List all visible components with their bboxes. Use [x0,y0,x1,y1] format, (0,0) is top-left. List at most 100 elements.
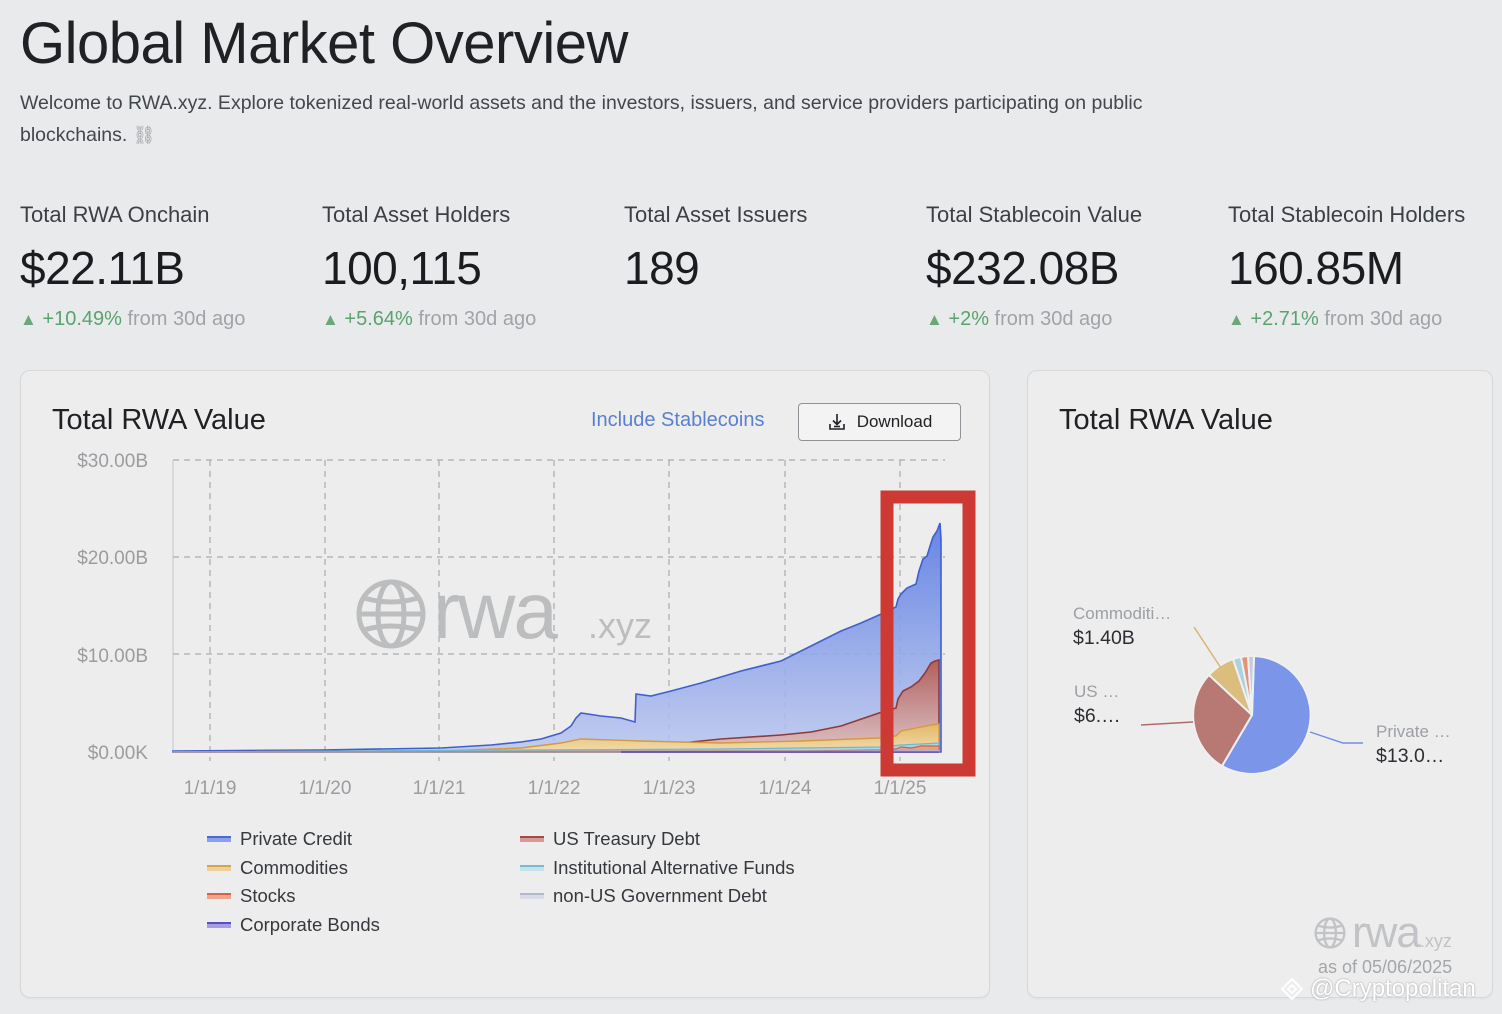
change-suffix: from 30d ago [127,308,246,330]
chain-link-icon: ⛓ [132,125,156,145]
globe-icon [1314,917,1346,949]
highlight-box [880,490,976,777]
stat-total-rwa-onchain: Total RWA Onchain $22.11B ▲ +10.49% from… [20,200,310,331]
change-suffix: from 30d ago [1324,308,1443,330]
pie-chart[interactable] [1028,371,1494,999]
stat-label: Total Stablecoin Holders [1228,202,1466,227]
up-arrow-icon: ▲ [20,310,37,329]
legend-label: Commodities [240,857,348,878]
intro-text-body: Welcome to RWA.xyz. Explore tokenized re… [20,92,1143,146]
credit-text: @Cryptopolitan [1310,975,1476,1002]
stat-total-asset-holders: Total Asset Holders 100,115 ▲ +5.64% fro… [322,200,612,331]
stat-total-stablecoin-value: Total Stablecoin Value $232.08B ▲ +2% fr… [926,200,1216,331]
stat-value: 100,115 [322,242,482,294]
x-axis: 1/1/19 1/1/20 1/1/21 1/1/22 1/1/23 1/1/2… [184,778,927,799]
svg-text:1/1/24: 1/1/24 [759,778,812,799]
stat-value: $22.11B [20,242,185,294]
leader-line-us-treasury [1140,721,1194,726]
legend-item-institutional-alternative-funds[interactable]: Institutional Alternative Funds [520,857,795,879]
stat-total-stablecoin-holders: Total Stablecoin Holders 160.85M ▲ +2.71… [1228,200,1502,331]
legend-label: US Treasury Debt [553,828,701,849]
diamond-logo-icon [1280,977,1304,1001]
stat-label: Total Asset Issuers [624,202,808,227]
pie-label-commodities-value: $1.40B [1073,627,1135,649]
legend-item-stocks[interactable]: Stocks [207,885,296,907]
legend-item-corporate-bonds[interactable]: Corporate Bonds [207,914,380,936]
y-tick-20b: $20.00B [77,548,148,569]
pie-label-us-treasury-value: $6.… [1074,705,1121,727]
legend-swatch [520,836,544,842]
up-arrow-icon: ▲ [926,310,943,329]
y-axis: $30.00B $20.00B $10.00B $0.00K [77,451,148,764]
card-title: Total RWA Value [52,404,266,436]
series-private-credit [172,522,942,753]
legend-label: Private Credit [240,828,353,849]
pie-label-commodities-name: Commoditi… [1073,604,1172,623]
legend-item-non-us-government-debt[interactable]: non-US Government Debt [520,885,767,907]
as-of-date: as of 05/06/2025 [1318,957,1453,977]
legend-swatch [207,922,231,928]
change-percent: +2.71% [1250,308,1319,330]
legend-swatch [520,865,544,871]
svg-text:1/1/21: 1/1/21 [413,778,466,799]
change-suffix: from 30d ago [418,308,537,330]
stat-change: ▲ +5.64% from 30d ago [322,308,612,331]
svg-text:1/1/22: 1/1/22 [528,778,581,799]
stat-change: ▲ +2.71% from 30d ago [1228,308,1502,331]
legend-label: Institutional Alternative Funds [553,857,795,878]
change-percent: +5.64% [344,308,413,330]
pie-label-private-credit-name: Private … [1376,722,1451,741]
rwa-watermark-small: rwa .xyz [1312,908,1452,958]
leader-line-commodities [1193,626,1222,669]
pie-slice-private-credit [1220,654,1312,775]
legend-label: non-US Government Debt [553,885,767,906]
page-title: Global Market Overview [20,11,628,76]
stat-total-asset-issuers: Total Asset Issuers 189 [624,200,914,294]
stat-change: ▲ +10.49% from 30d ago [20,308,310,331]
rwa-watermark: rwa .xyz [356,566,652,655]
pie-label-private-credit-value: $13.0… [1376,745,1445,767]
overlay-credit: @Cryptopolitan [1280,975,1476,1003]
legend-swatch [207,865,231,871]
change-percent: +2% [948,308,989,330]
y-tick-30b: $30.00B [77,451,148,472]
svg-text:1/1/20: 1/1/20 [299,778,352,799]
stat-value: $232.08B [926,242,1119,294]
pie-label-us-treasury-name: US … [1074,682,1120,701]
pie-slice-us-treasury-debt [1192,673,1254,768]
y-tick-10b: $10.00B [77,646,148,667]
up-arrow-icon: ▲ [322,310,339,329]
legend-swatch [520,893,544,899]
svg-text:rwa: rwa [433,566,558,655]
svg-text:.xyz: .xyz [588,605,652,646]
series-commodities [172,723,940,753]
change-suffix: from 30d ago [994,308,1113,330]
stat-label: Total Asset Holders [322,202,511,227]
stat-label: Total RWA Onchain [20,202,210,227]
legend-item-us-treasury-debt[interactable]: US Treasury Debt [520,828,700,850]
stat-value: 160.85M [1228,242,1404,294]
download-label: Download [856,412,933,431]
legend-label: Corporate Bonds [240,914,380,935]
svg-text:1/1/25: 1/1/25 [874,778,927,799]
stat-value: 189 [624,242,700,294]
legend-label: Stocks [240,885,296,906]
legend-item-commodities[interactable]: Commodities [207,857,348,879]
intro-text: Welcome to RWA.xyz. Explore tokenized re… [20,87,1180,151]
svg-text:1/1/19: 1/1/19 [184,778,237,799]
globe-icon [356,579,426,649]
leader-line-private-credit [1309,731,1363,744]
stats-row: Total RWA Onchain $22.11B ▲ +10.49% from… [20,200,1502,340]
svg-text:1/1/23: 1/1/23 [643,778,696,799]
stat-change: ▲ +2% from 30d ago [926,308,1216,331]
legend-swatch [207,836,231,842]
up-arrow-icon: ▲ [1228,310,1245,329]
download-icon [828,414,845,430]
area-chart[interactable]: $30.00B $20.00B $10.00B $0.00K [21,371,991,999]
legend-swatch [207,893,231,899]
include-stablecoins-toggle[interactable]: Include Stablecoins [591,409,765,431]
pie-slice-non-us-government-debt [1246,654,1256,716]
legend-item-private-credit[interactable]: Private Credit [207,828,352,850]
total-rwa-value-area-card: Total RWA Value Include Stablecoins Down… [20,370,990,998]
download-button[interactable]: Download [798,403,961,441]
